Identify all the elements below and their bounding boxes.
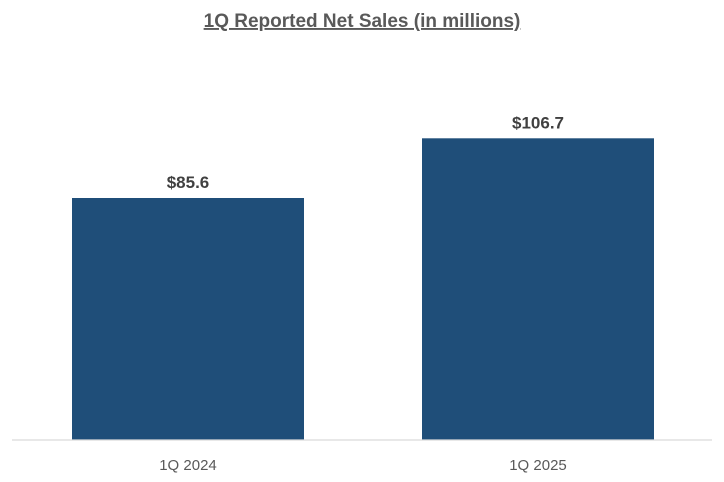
bars-layer (72, 138, 654, 441)
x-tick-label: 1Q 2025 (509, 457, 567, 474)
chart-title: 1Q Reported Net Sales (in millions) (204, 11, 521, 32)
data-label: $85.6 (167, 173, 210, 192)
data-label: $106.7 (512, 113, 564, 132)
labels-layer: $85.6 1Q 2024 $106.7 1Q 2025 (159, 113, 567, 474)
bar-1q-2024 (72, 198, 304, 440)
bar-1q-2025 (422, 138, 654, 441)
x-tick-label: 1Q 2024 (159, 457, 217, 474)
